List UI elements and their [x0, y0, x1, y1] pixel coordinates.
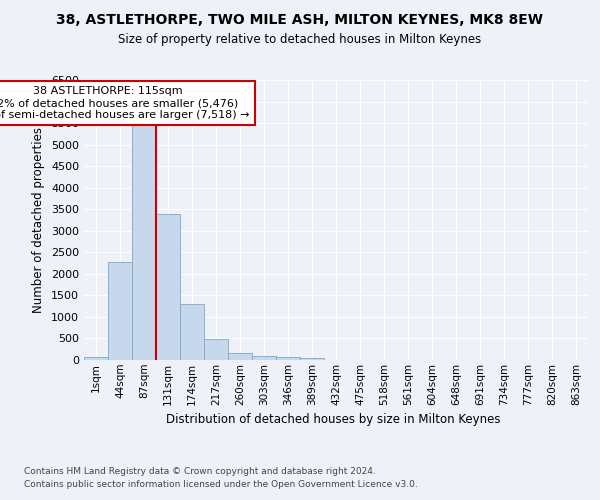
Bar	[276, 358, 300, 360]
Text: Distribution of detached houses by size in Milton Keynes: Distribution of detached houses by size …	[166, 412, 500, 426]
Bar	[180, 304, 204, 360]
Text: 38 ASTLETHORPE: 115sqm
← 42% of detached houses are smaller (5,476)
57% of semi-: 38 ASTLETHORPE: 115sqm ← 42% of detached…	[0, 86, 250, 120]
Bar	[156, 214, 180, 360]
Bar	[228, 352, 252, 360]
Bar	[300, 358, 324, 360]
Text: Contains HM Land Registry data © Crown copyright and database right 2024.: Contains HM Land Registry data © Crown c…	[24, 468, 376, 476]
Bar	[204, 340, 228, 360]
Bar	[132, 125, 156, 360]
Text: Size of property relative to detached houses in Milton Keynes: Size of property relative to detached ho…	[118, 32, 482, 46]
Bar	[108, 262, 132, 360]
Y-axis label: Number of detached properties: Number of detached properties	[32, 127, 46, 313]
Bar	[84, 358, 108, 360]
Text: 38, ASTLETHORPE, TWO MILE ASH, MILTON KEYNES, MK8 8EW: 38, ASTLETHORPE, TWO MILE ASH, MILTON KE…	[56, 12, 544, 26]
Bar	[252, 356, 276, 360]
Text: Contains public sector information licensed under the Open Government Licence v3: Contains public sector information licen…	[24, 480, 418, 489]
